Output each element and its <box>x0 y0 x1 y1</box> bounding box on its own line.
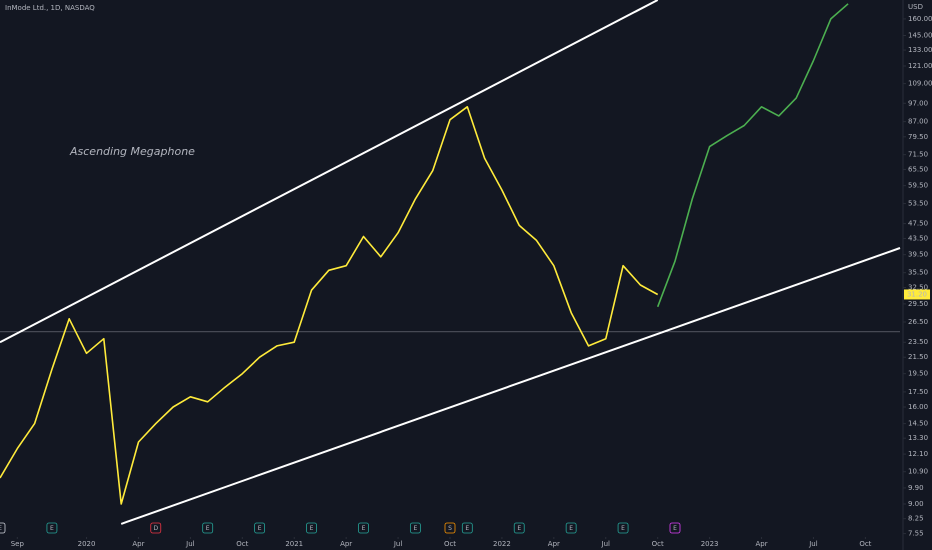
currency: USD <box>908 3 923 11</box>
event-marker <box>617 522 629 534</box>
event-label: E <box>621 525 625 532</box>
y-tick-label: 9.90 <box>908 484 924 492</box>
event-marker <box>513 522 525 534</box>
y-tick-label: 12.10 <box>908 450 928 458</box>
trend-line <box>120 247 901 525</box>
plot <box>0 0 901 525</box>
y-tick-label: 53.50 <box>908 200 928 208</box>
price-label-box <box>904 289 930 300</box>
event-marker <box>409 522 421 534</box>
x-tick-label: Oct <box>444 540 456 548</box>
y-tick-label: 71.50 <box>908 151 928 159</box>
x-tick-label: 2021 <box>285 540 303 548</box>
chart-title: InMode Ltd., 1D, NASDAQ <box>5 4 95 12</box>
y-tick-label: 14.50 <box>908 420 928 428</box>
event-label: E <box>258 525 262 532</box>
y-tick-label: 13.30 <box>908 434 928 442</box>
event-label: E <box>0 525 2 532</box>
event-label: E <box>310 525 314 532</box>
event-label: S <box>448 525 452 532</box>
x-tick-label: Oct <box>652 540 664 548</box>
event-label: E <box>569 525 573 532</box>
event-marker <box>444 522 456 534</box>
trend-line <box>0 0 659 344</box>
event-marker <box>669 522 681 534</box>
x-tick-label: Apr <box>340 540 352 548</box>
x-tick-label: Apr <box>755 540 767 548</box>
price-label: 31.20 <box>907 290 927 298</box>
y-tick-label: 79.50 <box>908 133 928 141</box>
y-tick-label: 21.50 <box>908 353 928 361</box>
y-tick-label: 19.50 <box>908 370 928 378</box>
event-label: E <box>465 525 469 532</box>
event-marker <box>358 522 369 534</box>
event-marker <box>0 522 6 534</box>
y-tick-label: 109.00 <box>908 80 932 88</box>
event-marker <box>461 522 473 534</box>
annotation: Ascending Megaphone <box>69 145 195 158</box>
y-tick-label: 32.50 <box>908 284 928 292</box>
price-line <box>0 106 659 505</box>
event-label: D <box>153 525 158 532</box>
event-label: E <box>673 525 677 532</box>
event-label: E <box>517 525 521 532</box>
event-marker <box>254 522 266 534</box>
event-marker <box>202 522 214 534</box>
y-tick-label: 97.00 <box>908 99 928 107</box>
x-tick-label: Apr <box>132 540 144 548</box>
y-tick-label: 9.00 <box>908 500 924 508</box>
price-line <box>656 3 849 308</box>
x-tick-label: Oct <box>236 540 248 548</box>
x-tick-label: 2022 <box>493 540 511 548</box>
y-tick-label: 145.00 <box>908 32 932 40</box>
event-label: E <box>413 525 417 532</box>
y-tick-label: 59.50 <box>908 182 928 190</box>
x-tick-label: Jul <box>185 540 195 548</box>
event-label: E <box>362 525 366 532</box>
x-tick-label: Oct <box>859 540 871 548</box>
x-tick-label: 2020 <box>78 540 96 548</box>
y-tick-label: 23.50 <box>908 338 928 346</box>
event-marker <box>46 522 58 534</box>
x-tick-label: Jul <box>601 540 611 548</box>
y-tick-label: 8.25 <box>908 515 924 523</box>
x-tick-label: Jul <box>393 540 403 548</box>
y-tick-label: 7.55 <box>908 530 924 538</box>
y-tick-label: 87.00 <box>908 118 928 126</box>
y-tick-label: 133.00 <box>908 46 932 54</box>
x-tick-label: Jul <box>808 540 818 548</box>
event-marker <box>150 522 162 534</box>
y-tick-label: 16.00 <box>908 403 928 411</box>
y-tick-label: 43.50 <box>908 234 928 242</box>
x-tick-label: Sep <box>11 540 25 548</box>
event-label: E <box>50 525 54 532</box>
event-marker <box>565 522 577 534</box>
y-tick-label: 65.50 <box>908 165 928 173</box>
y-tick-label: 121.00 <box>908 62 932 70</box>
y-tick-label: 39.50 <box>908 251 928 259</box>
y-tick-label: 26.50 <box>908 318 928 326</box>
event-marker <box>306 522 317 534</box>
y-tick-label: 35.50 <box>908 269 928 277</box>
x-tick-label: 2023 <box>701 540 719 548</box>
event-label: E <box>206 525 210 532</box>
y-tick-label: 160.00 <box>908 15 932 23</box>
y-tick-label: 29.50 <box>908 300 928 308</box>
x-tick-label: Apr <box>548 540 560 548</box>
y-tick-label: 47.50 <box>908 220 928 228</box>
y-tick-label: 17.50 <box>908 388 928 396</box>
y-tick-label: 10.90 <box>908 468 928 476</box>
